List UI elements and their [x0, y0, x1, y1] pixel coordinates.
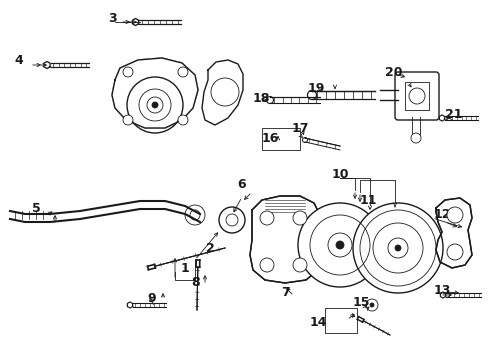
Text: 5: 5: [32, 202, 41, 215]
Circle shape: [335, 241, 343, 249]
Text: 8: 8: [191, 276, 200, 289]
Polygon shape: [249, 196, 319, 283]
Circle shape: [292, 258, 306, 272]
Bar: [325, 308, 356, 333]
Polygon shape: [112, 58, 198, 128]
Text: 3: 3: [108, 12, 116, 24]
Circle shape: [260, 258, 273, 272]
Text: 18: 18: [252, 91, 270, 104]
Text: 12: 12: [433, 208, 450, 221]
Circle shape: [219, 207, 244, 233]
Text: 13: 13: [433, 284, 450, 297]
Circle shape: [394, 245, 400, 251]
Text: 11: 11: [359, 194, 376, 207]
Text: 19: 19: [307, 81, 325, 94]
Circle shape: [446, 207, 462, 223]
Bar: [404, 82, 428, 110]
Polygon shape: [132, 18, 138, 26]
Circle shape: [352, 203, 442, 293]
Circle shape: [123, 115, 133, 125]
Circle shape: [297, 203, 381, 287]
Polygon shape: [439, 115, 444, 121]
Text: 16: 16: [262, 131, 279, 144]
Text: 10: 10: [330, 168, 348, 181]
Circle shape: [178, 115, 187, 125]
Circle shape: [152, 102, 158, 108]
Circle shape: [365, 299, 377, 311]
Circle shape: [178, 67, 187, 77]
Polygon shape: [127, 302, 132, 308]
Circle shape: [184, 205, 204, 225]
Text: 7: 7: [281, 287, 290, 300]
Circle shape: [410, 133, 420, 143]
Text: 9: 9: [147, 292, 156, 305]
Polygon shape: [44, 62, 50, 68]
Text: 2: 2: [205, 242, 214, 255]
Circle shape: [260, 211, 273, 225]
Circle shape: [369, 303, 373, 307]
Text: 6: 6: [237, 179, 246, 192]
Circle shape: [292, 211, 306, 225]
Text: 14: 14: [309, 315, 327, 328]
Polygon shape: [435, 198, 471, 268]
Text: 4: 4: [14, 54, 23, 67]
Bar: [262, 128, 299, 150]
Text: 20: 20: [384, 66, 402, 78]
Polygon shape: [440, 292, 445, 298]
Circle shape: [123, 67, 133, 77]
Text: 17: 17: [291, 122, 309, 135]
Text: 15: 15: [352, 297, 370, 310]
FancyBboxPatch shape: [394, 72, 438, 120]
Circle shape: [446, 244, 462, 260]
Text: 1: 1: [180, 261, 189, 274]
Text: 21: 21: [444, 108, 462, 122]
